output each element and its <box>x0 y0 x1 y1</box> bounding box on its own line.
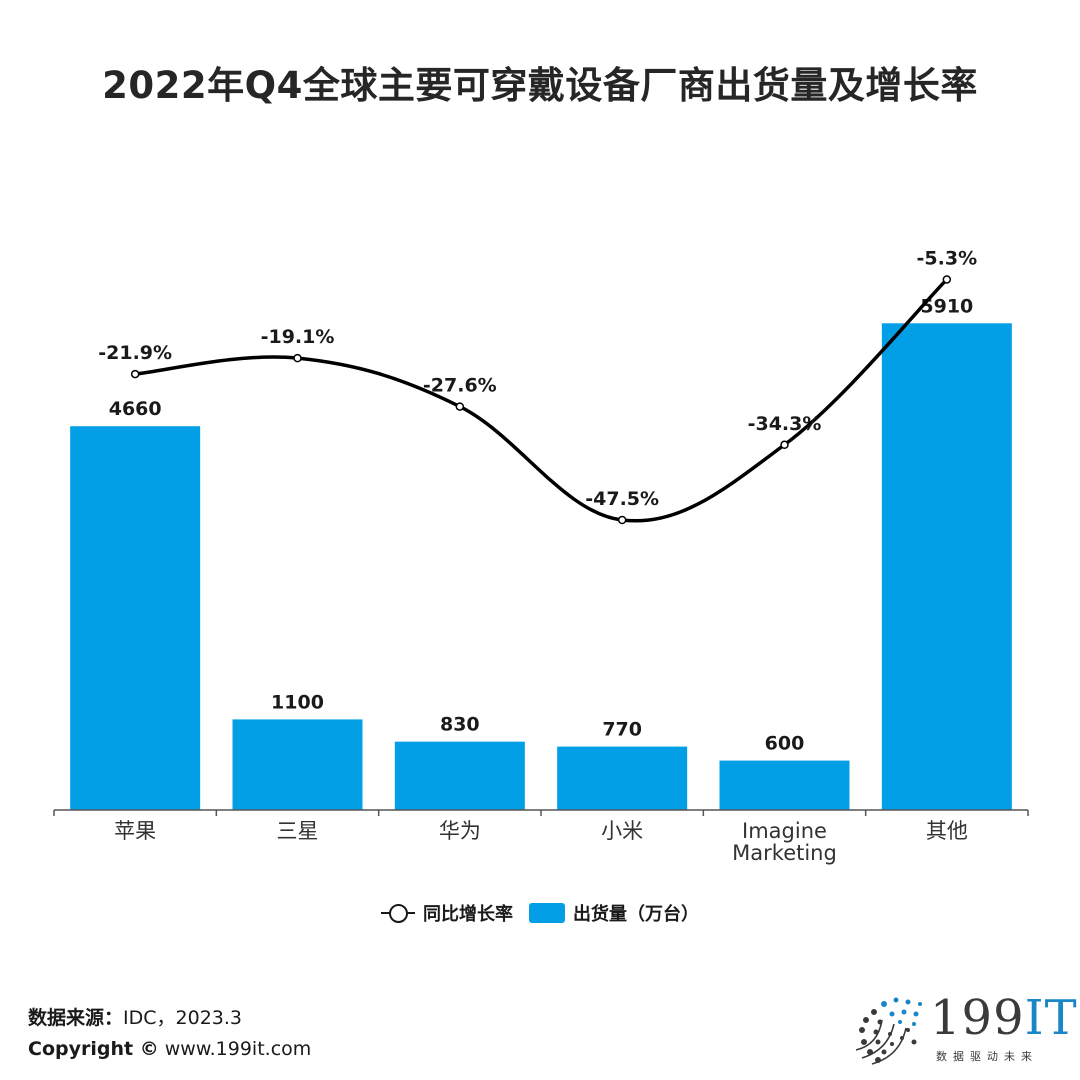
x-tick-label-3: 小米 <box>601 819 643 843</box>
x-tick-label-1: 三星 <box>277 819 319 843</box>
growth-point-4[interactable] <box>780 440 789 450</box>
growth-label-0: -21.9% <box>98 342 172 364</box>
copyright-label: Copyright © <box>28 1038 159 1060</box>
bar-value-label-4: 600 <box>765 733 805 755</box>
bar-swatch-icon <box>529 903 565 923</box>
legend-label-shipments: 出货量（万台） <box>573 904 699 925</box>
x-tick-label-5: 其他 <box>926 819 968 843</box>
bar-value-label-3: 770 <box>602 719 642 741</box>
bar-5[interactable] <box>881 323 1012 810</box>
growth-point-3[interactable] <box>617 515 627 525</box>
bar-3[interactable] <box>557 746 688 810</box>
bar-4[interactable] <box>719 760 850 810</box>
brand-logo[interactable]: 199IT 数据驱动未来 <box>848 990 1077 1070</box>
growth-label-2: -27.6% <box>423 375 497 397</box>
source-label: 数据来源： <box>28 1007 124 1029</box>
growth-point-1[interactable] <box>293 353 302 363</box>
growth-label-4: -34.3% <box>748 413 822 435</box>
logo-wordmark: 199IT <box>930 990 1078 1046</box>
x-tick-label-2: 华为 <box>439 819 481 843</box>
bar-value-label-5: 5910 <box>920 295 973 317</box>
copyright-url[interactable]: www.199it.com <box>164 1038 312 1060</box>
bar-0[interactable] <box>70 426 201 810</box>
data-source: 数据来源：IDC，2023.3 <box>28 1003 242 1030</box>
bar-value-label-2: 830 <box>440 714 480 736</box>
x-tick-label-0: 苹果 <box>114 819 156 843</box>
bar-value-label-0: 4660 <box>109 398 162 420</box>
bars-layer: 4660 1100 830 770 600 5910 <box>70 295 1012 810</box>
growth-point-2[interactable] <box>455 402 465 411</box>
growth-point-0[interactable] <box>130 369 140 379</box>
growth-point-5[interactable] <box>942 275 952 284</box>
dots-logo-icon <box>855 997 922 1065</box>
bar-1[interactable] <box>232 719 363 810</box>
growth-label-1: -19.1% <box>261 326 335 348</box>
line-marker-icon <box>381 902 415 924</box>
chart: 4660 1100 830 770 600 5910 苹果 三星 华为 小米 Imagine Mar… <box>53 247 1029 865</box>
legend-item-growth[interactable]: 同比增长率 <box>381 900 513 926</box>
legend: 同比增长率 出货量（万台） <box>0 900 1080 926</box>
growth-label-3: -47.5% <box>585 488 659 510</box>
chart-title: 2022年Q4全球主要可穿戴设备厂商出货量及增长率 <box>102 64 978 107</box>
source-value: IDC，2023.3 <box>123 1007 242 1029</box>
logo-name-a: 199 <box>930 990 1025 1046</box>
x-axis: 苹果 三星 华为 小米 Imagine Marketing 其他 <box>53 809 1029 865</box>
copyright: Copyright © www.199it.com <box>28 1038 311 1060</box>
bar-2[interactable] <box>394 741 525 810</box>
legend-item-shipments[interactable]: 出货量（万台） <box>529 900 699 926</box>
growth-line-layer: -21.9% -19.1% -27.6% -47.5% -34.3% -5.3% <box>98 247 978 525</box>
bar-value-label-1: 1100 <box>271 691 324 713</box>
logo-tagline: 数据驱动未来 <box>936 1050 1038 1063</box>
growth-label-5: -5.3% <box>917 247 978 269</box>
legend-label-growth: 同比增长率 <box>423 904 513 925</box>
growth-line[interactable] <box>134 278 949 523</box>
x-tick-label-4: Imagine Marketing <box>732 819 837 865</box>
logo-name-b: IT <box>1024 990 1078 1046</box>
